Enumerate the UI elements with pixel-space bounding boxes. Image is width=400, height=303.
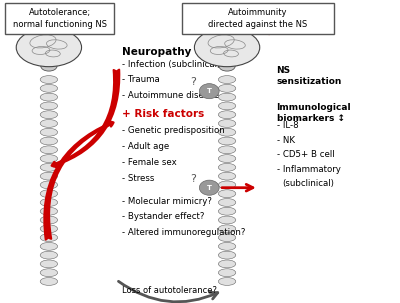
Ellipse shape [218, 198, 236, 206]
Text: ?: ? [190, 77, 196, 87]
Ellipse shape [218, 146, 236, 154]
FancyBboxPatch shape [5, 3, 114, 34]
Ellipse shape [40, 225, 58, 233]
Text: - Infection (subclinical): - Infection (subclinical) [122, 59, 220, 68]
Ellipse shape [40, 93, 58, 101]
Ellipse shape [16, 28, 82, 67]
Ellipse shape [40, 128, 58, 136]
Ellipse shape [40, 181, 58, 189]
Text: - CD5+ B cell: - CD5+ B cell [276, 150, 334, 159]
Ellipse shape [40, 207, 58, 215]
Ellipse shape [218, 269, 236, 277]
Text: - Altered immunoregulation?: - Altered immunoregulation? [122, 228, 246, 237]
Ellipse shape [218, 155, 236, 162]
Ellipse shape [218, 242, 236, 250]
Text: Autotolerance;
normal functioning NS: Autotolerance; normal functioning NS [13, 8, 107, 29]
Ellipse shape [40, 120, 58, 127]
Ellipse shape [218, 260, 236, 268]
Text: - Female sex: - Female sex [122, 158, 177, 167]
Ellipse shape [219, 61, 235, 71]
Text: - Bystander effect?: - Bystander effect? [122, 212, 204, 221]
Ellipse shape [218, 251, 236, 259]
Text: ?: ? [190, 174, 196, 184]
Text: Loss of autotolerance?: Loss of autotolerance? [122, 286, 217, 295]
Ellipse shape [40, 111, 58, 118]
Ellipse shape [40, 269, 58, 277]
Ellipse shape [218, 207, 236, 215]
Text: Autoimmunity
directed against the NS: Autoimmunity directed against the NS [208, 8, 308, 29]
Ellipse shape [40, 216, 58, 224]
Text: - IL-8: - IL-8 [276, 121, 298, 130]
Ellipse shape [40, 163, 58, 171]
Text: - Autoimmune disease: - Autoimmune disease [122, 91, 219, 100]
Text: + Risk factors: + Risk factors [122, 109, 204, 119]
Ellipse shape [218, 76, 236, 84]
Ellipse shape [218, 93, 236, 101]
Ellipse shape [194, 28, 260, 67]
Text: - Trauma: - Trauma [122, 75, 160, 84]
Ellipse shape [218, 137, 236, 145]
Ellipse shape [40, 146, 58, 154]
FancyBboxPatch shape [182, 3, 334, 34]
Text: - Adult age: - Adult age [122, 142, 169, 151]
Ellipse shape [218, 234, 236, 241]
Ellipse shape [40, 278, 58, 285]
Ellipse shape [218, 163, 236, 171]
Text: - Genetic predisposition: - Genetic predisposition [122, 126, 225, 135]
Ellipse shape [40, 260, 58, 268]
Ellipse shape [218, 128, 236, 136]
Ellipse shape [218, 225, 236, 233]
Ellipse shape [41, 61, 57, 71]
Ellipse shape [218, 172, 236, 180]
Ellipse shape [218, 120, 236, 127]
Circle shape [199, 180, 219, 195]
Ellipse shape [40, 155, 58, 162]
Ellipse shape [40, 251, 58, 259]
Ellipse shape [40, 190, 58, 198]
Ellipse shape [218, 216, 236, 224]
Text: - NK: - NK [276, 136, 294, 145]
Text: - Stress: - Stress [122, 174, 154, 182]
Ellipse shape [40, 137, 58, 145]
Ellipse shape [218, 278, 236, 285]
Text: Neuropathy: Neuropathy [122, 48, 192, 58]
Text: NS
sensitization: NS sensitization [276, 65, 342, 86]
Text: T: T [207, 185, 212, 191]
Text: T: T [207, 88, 212, 94]
Ellipse shape [218, 190, 236, 198]
Ellipse shape [40, 85, 58, 92]
Ellipse shape [218, 111, 236, 118]
Ellipse shape [40, 102, 58, 110]
Ellipse shape [40, 198, 58, 206]
Ellipse shape [218, 102, 236, 110]
Text: (subclinical): (subclinical) [282, 179, 334, 188]
Text: - Molecular mimicry?: - Molecular mimicry? [122, 197, 212, 206]
Ellipse shape [40, 242, 58, 250]
Circle shape [199, 84, 219, 99]
Text: - Inflammatory: - Inflammatory [276, 165, 340, 174]
Ellipse shape [218, 181, 236, 189]
Text: Immunological
biomarkers ↕: Immunological biomarkers ↕ [276, 103, 351, 123]
Ellipse shape [40, 76, 58, 84]
Ellipse shape [40, 172, 58, 180]
Ellipse shape [218, 85, 236, 92]
Ellipse shape [40, 234, 58, 241]
